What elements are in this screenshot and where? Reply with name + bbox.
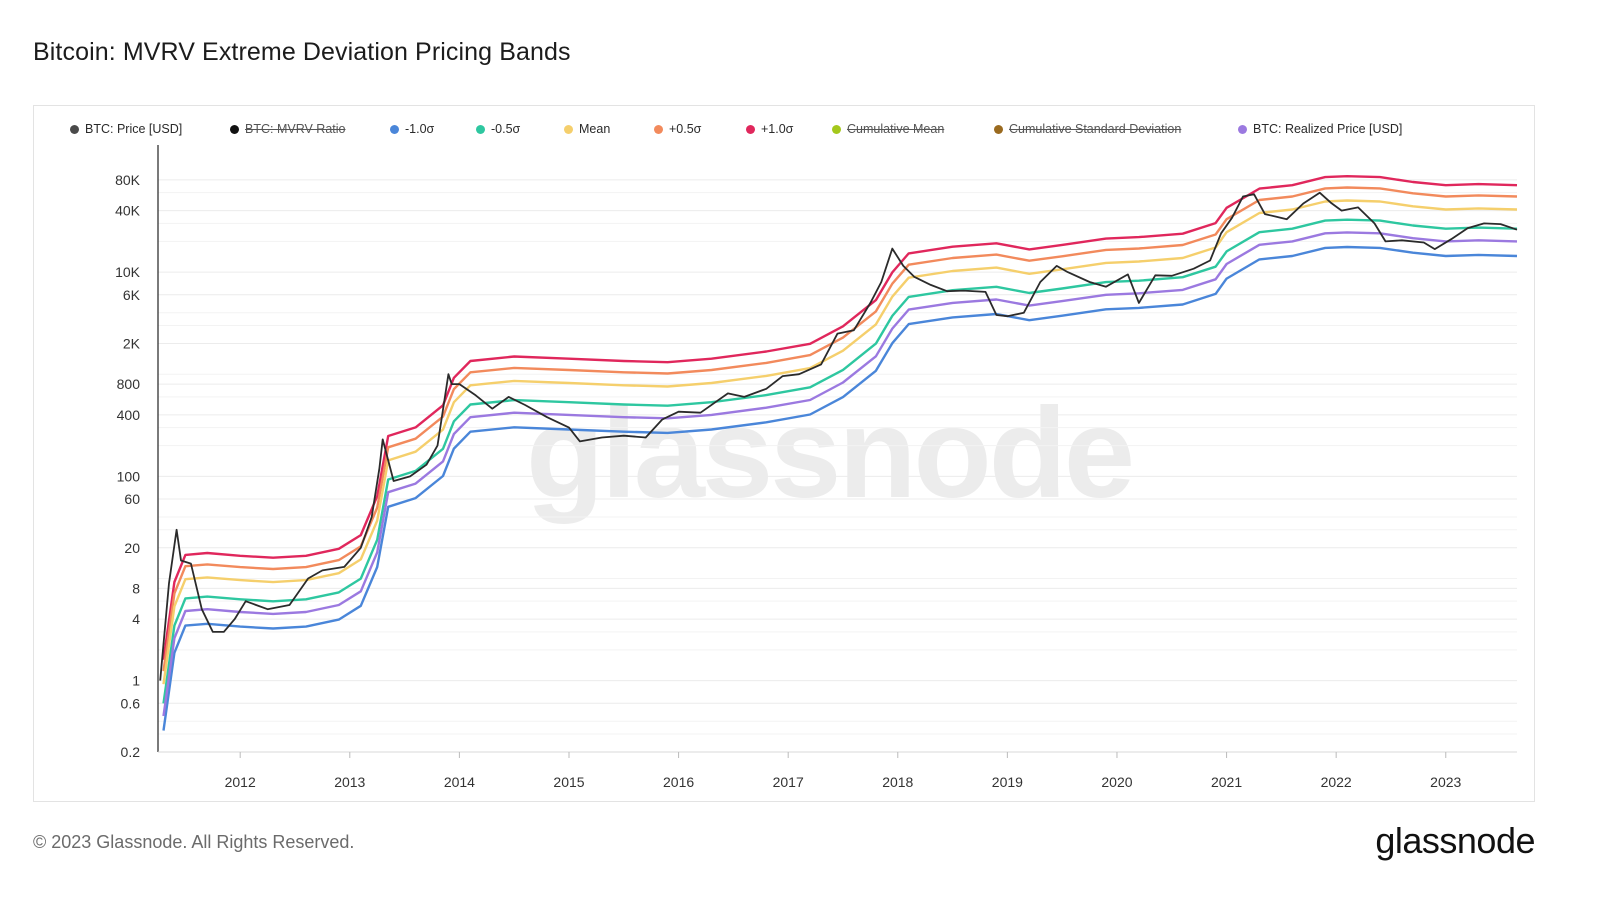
band-line (162, 175, 1518, 660)
legend-swatch-icon (746, 124, 755, 134)
legend-item[interactable]: +0.5σ (654, 122, 701, 136)
legend-label: Mean (579, 122, 611, 136)
legend-item[interactable]: Mean (564, 122, 610, 136)
y-tick-label: 40K (115, 203, 141, 219)
realized-price-line (162, 231, 1518, 717)
x-tick-label: 2017 (773, 774, 804, 790)
y-tick-label: 400 (117, 407, 141, 423)
legend-label: Cumulative Standard Deviation (1009, 122, 1182, 136)
legend-swatch-icon (564, 124, 573, 134)
legend-swatch-icon (654, 124, 663, 134)
x-tick-label: 2023 (1430, 774, 1461, 790)
legend-item[interactable]: Cumulative Mean (832, 122, 944, 136)
legend-item[interactable]: BTC: Price [USD] (70, 122, 182, 136)
legend-swatch-icon (1238, 124, 1247, 134)
band-line (162, 218, 1518, 704)
x-tick-label: 2015 (553, 774, 584, 790)
page-title: Bitcoin: MVRV Extreme Deviation Pricing … (33, 38, 571, 66)
x-tick-label: 2012 (225, 774, 256, 790)
y-tick-label: 4 (132, 611, 140, 627)
legend-item[interactable]: -0.5σ (476, 122, 520, 136)
y-tick-label: 10K (115, 264, 141, 280)
legend-item[interactable]: Cumulative Standard Deviation (994, 122, 1181, 136)
y-tick-label: 6K (123, 287, 141, 303)
band-line (162, 199, 1518, 685)
legend-swatch-icon (994, 124, 1003, 134)
copyright-text: © 2023 Glassnode. All Rights Reserved. (33, 832, 355, 852)
y-tick-label: 60 (124, 491, 140, 507)
band-line (162, 186, 1518, 672)
band-line (162, 245, 1518, 731)
y-tick-label: 0.6 (121, 695, 141, 711)
legend-label: -1.0σ (405, 122, 435, 136)
y-tick-label: 0.2 (121, 744, 141, 760)
legend-swatch-icon (230, 124, 239, 134)
y-tick-label: 2K (123, 336, 141, 352)
legend-swatch-icon (70, 124, 79, 134)
legend-label: Cumulative Mean (847, 122, 945, 136)
y-tick-label: 1 (132, 673, 140, 689)
x-tick-label: 2020 (1101, 774, 1132, 790)
x-tick-label: 2021 (1211, 774, 1242, 790)
y-tick-label: 8 (132, 580, 140, 596)
x-tick-label: 2019 (992, 774, 1023, 790)
x-tick-label: 2013 (334, 774, 365, 790)
legend-label: +0.5σ (669, 122, 702, 136)
btc-price-line (159, 191, 1518, 681)
legend-label: -0.5σ (491, 122, 521, 136)
legend-item[interactable]: -1.0σ (390, 122, 434, 136)
y-tick-label: 100 (117, 468, 141, 484)
glassnode-logo: glassnode (1375, 820, 1535, 861)
legend-item[interactable]: BTC: Realized Price [USD] (1238, 122, 1402, 136)
legend-swatch-icon (476, 124, 485, 134)
chart-frame (33, 105, 1535, 802)
legend-swatch-icon (832, 124, 841, 134)
legend-label: BTC: Price [USD] (85, 122, 183, 136)
legend-item[interactable]: +1.0σ (746, 122, 793, 136)
legend-label: BTC: MVRV Ratio (245, 122, 346, 136)
legend-item[interactable]: BTC: MVRV Ratio (230, 122, 346, 136)
legend-swatch-icon (390, 124, 399, 134)
x-tick-label: 2016 (663, 774, 694, 790)
y-tick-label: 800 (117, 376, 141, 392)
x-tick-label: 2014 (444, 774, 475, 790)
y-tick-label: 20 (124, 540, 140, 556)
legend-label: +1.0σ (761, 122, 794, 136)
y-tick-label: 80K (115, 172, 141, 188)
x-tick-label: 2018 (882, 774, 913, 790)
x-tick-label: 2022 (1321, 774, 1352, 790)
legend-label: BTC: Realized Price [USD] (1253, 122, 1403, 136)
